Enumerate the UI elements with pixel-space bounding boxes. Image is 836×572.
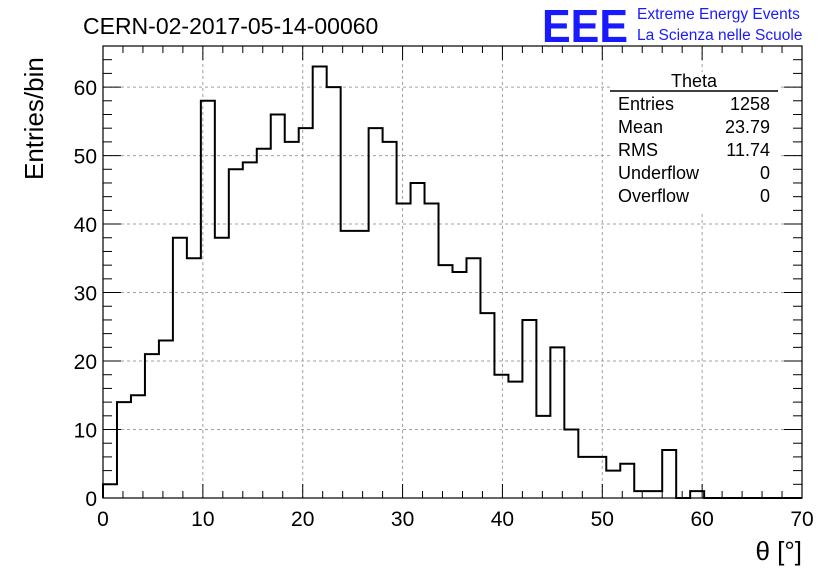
histogram-outline (102, 65, 802, 499)
y-tick-label: 0 (85, 488, 97, 511)
y-tick-label: 60 (74, 77, 97, 100)
x-tick-label: 50 (591, 508, 614, 531)
grid-lines (103, 46, 802, 498)
run-title: CERN-02-2017-05-14-00060 (83, 13, 378, 39)
x-tick-label: 0 (97, 508, 109, 531)
y-tick-label: 40 (74, 214, 97, 237)
x-axis-title: θ [°] (755, 536, 802, 566)
eee-logo: EEE Extreme Energy Events La Scienza nel… (542, 0, 802, 52)
y-tick-label: 30 (74, 283, 97, 306)
x-tick-labels: 0 10 20 30 40 50 60 70 (97, 508, 814, 531)
y-axis-title: Entries/bin (19, 57, 49, 180)
x-tick-label: 10 (191, 508, 214, 531)
stats-row-label: Mean (618, 117, 663, 137)
y-tick-labels: 0 10 20 30 40 50 60 (74, 77, 97, 511)
x-tick-label: 30 (391, 508, 414, 531)
y-tick-label: 10 (74, 420, 97, 443)
stats-row-value: 0 (760, 186, 770, 206)
y-tick-label: 50 (74, 146, 97, 169)
stats-row-value: 1258 (730, 94, 770, 114)
stats-row-value: 0 (760, 163, 770, 183)
stats-box: Theta Entries 1258 Mean 23.79 RMS 11.74 Underf… (610, 71, 778, 212)
stats-row-label: RMS (618, 140, 658, 160)
stats-row-label: Entries (618, 94, 674, 114)
logo-line-2: La Scienza nelle Scuole (637, 27, 802, 44)
stats-box-background (610, 72, 778, 212)
axis-ticks (102, 45, 803, 499)
x-tick-label: 60 (690, 508, 713, 531)
x-tick-label: 20 (291, 508, 314, 531)
stats-row-value: 23.79 (725, 117, 770, 137)
y-tick-label: 20 (74, 351, 97, 374)
logo-text: EEE (542, 0, 628, 52)
stats-row-label: Overflow (618, 186, 690, 206)
logo-line-1: Extreme Energy Events (637, 6, 800, 23)
plot-frame (102, 45, 803, 499)
x-tick-label: 70 (790, 508, 813, 531)
stats-row-label: Underflow (618, 163, 700, 183)
stats-title: Theta (671, 71, 718, 91)
stats-row-value: 11.74 (726, 140, 770, 160)
x-tick-label: 40 (491, 508, 514, 531)
